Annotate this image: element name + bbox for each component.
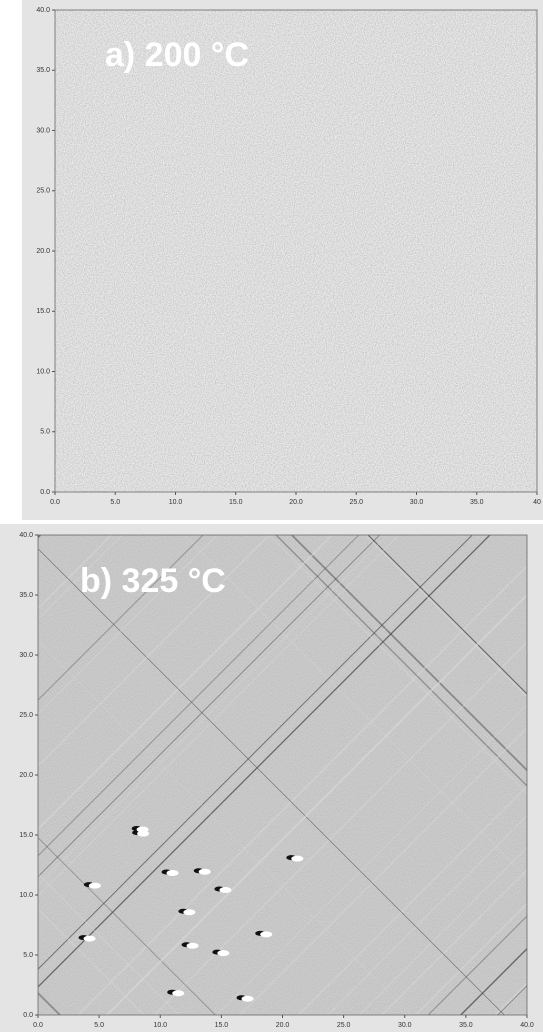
x-tick-label: 40.0 bbox=[520, 1022, 534, 1029]
x-tick-label: 15.0 bbox=[229, 499, 243, 506]
slip-line bbox=[239, 726, 527, 1015]
slip-line bbox=[38, 908, 145, 1015]
slip-line bbox=[38, 837, 216, 1015]
slip-line bbox=[38, 873, 180, 1015]
x-tick-label: 25.0 bbox=[349, 499, 363, 506]
slip-line bbox=[38, 535, 270, 768]
defect bbox=[136, 826, 149, 833]
y-tick-label: 15.0 bbox=[36, 308, 50, 315]
y-tick-label: 15.0 bbox=[19, 832, 33, 839]
defect bbox=[260, 931, 273, 938]
y-tick-label: 35.0 bbox=[19, 592, 33, 599]
defect bbox=[183, 909, 196, 916]
slip-line bbox=[367, 535, 527, 695]
slip-line bbox=[275, 535, 527, 787]
slip-line bbox=[381, 868, 527, 1015]
slip-line bbox=[38, 535, 473, 970]
defect bbox=[83, 935, 96, 942]
x-tick-label: 30.0 bbox=[410, 499, 424, 506]
y-tick-label: 40.0 bbox=[19, 532, 33, 539]
defect bbox=[186, 942, 199, 949]
slip-line bbox=[427, 915, 527, 1015]
x-tick-label: 30.0 bbox=[398, 1022, 412, 1029]
slip-lines bbox=[38, 535, 527, 1015]
x-tick-label: 35.0 bbox=[470, 499, 484, 506]
slip-line bbox=[327, 814, 527, 1015]
y-tick-label: 5.0 bbox=[23, 952, 33, 959]
slip-line bbox=[38, 535, 389, 886]
y-tick-label: 30.0 bbox=[19, 652, 33, 659]
defect bbox=[217, 950, 230, 957]
y-tick-label: 20.0 bbox=[36, 248, 50, 255]
y-tick-label: 30.0 bbox=[36, 127, 50, 134]
panel-title: b) 325 °C bbox=[80, 562, 226, 600]
panel-title: a) 200 °C bbox=[105, 36, 249, 74]
defect bbox=[172, 990, 185, 997]
y-tick-label: 35.0 bbox=[36, 67, 50, 74]
slip-line bbox=[268, 535, 527, 794]
x-tick-label: 10.0 bbox=[153, 1022, 167, 1029]
y-tick-label: 25.0 bbox=[36, 188, 50, 195]
slip-line bbox=[38, 535, 491, 988]
slip-line bbox=[38, 535, 123, 621]
slip-line bbox=[38, 535, 380, 878]
defect bbox=[219, 887, 232, 894]
defect bbox=[198, 868, 211, 875]
x-tick-label: 10.0 bbox=[169, 499, 183, 506]
x-tick-label: 40 bbox=[533, 499, 541, 506]
slip-line bbox=[38, 535, 360, 857]
y-tick-label: 40.0 bbox=[36, 7, 50, 14]
y-tick-label: 5.0 bbox=[40, 429, 50, 436]
x-tick-label: 0.0 bbox=[33, 1022, 43, 1029]
panels: 0.0 5.0 10.0 15.0 20.0 25.0 30.0 35.0 40 0.0 5.0 10… bbox=[19, 7, 541, 1029]
x-tick-label: 20.0 bbox=[289, 499, 303, 506]
x-tick-label: 20.0 bbox=[276, 1022, 290, 1029]
slip-line bbox=[77, 564, 527, 1015]
slip-line bbox=[364, 535, 527, 698]
x-tick-label: 0.0 bbox=[50, 499, 60, 506]
slip-line bbox=[359, 846, 527, 1015]
y-tick-label: 0.0 bbox=[40, 489, 50, 496]
slip-line bbox=[297, 785, 527, 1015]
slip-line bbox=[291, 535, 527, 772]
x-tick-label: 15.0 bbox=[215, 1022, 229, 1029]
micrograph bbox=[55, 10, 537, 492]
defect bbox=[88, 882, 101, 889]
slip-line bbox=[38, 535, 218, 715]
slip-line bbox=[415, 902, 527, 1015]
slip-line bbox=[38, 535, 400, 897]
y-tick-label: 20.0 bbox=[19, 772, 33, 779]
slip-line bbox=[153, 641, 527, 1015]
y-tick-label: 10.0 bbox=[36, 368, 50, 375]
x-tick-label: 5.0 bbox=[94, 1022, 104, 1029]
y-tick-label: 0.0 bbox=[23, 1012, 33, 1019]
slip-line bbox=[38, 548, 505, 1015]
defect bbox=[291, 855, 304, 862]
defect bbox=[166, 869, 179, 876]
y-tick-label: 25.0 bbox=[19, 712, 33, 719]
slip-line bbox=[184, 535, 527, 878]
defect bbox=[241, 995, 254, 1002]
slip-line bbox=[106, 593, 527, 1015]
slip-line bbox=[216, 704, 527, 1015]
x-tick-label: 25.0 bbox=[337, 1022, 351, 1029]
slip-line bbox=[38, 535, 480, 977]
y-tick-label: 10.0 bbox=[19, 892, 33, 899]
slip-line bbox=[38, 535, 204, 701]
slip-line bbox=[38, 641, 412, 1015]
slip-line bbox=[38, 535, 333, 831]
x-tick-label: 5.0 bbox=[110, 499, 120, 506]
x-tick-label: 35.0 bbox=[459, 1022, 473, 1029]
